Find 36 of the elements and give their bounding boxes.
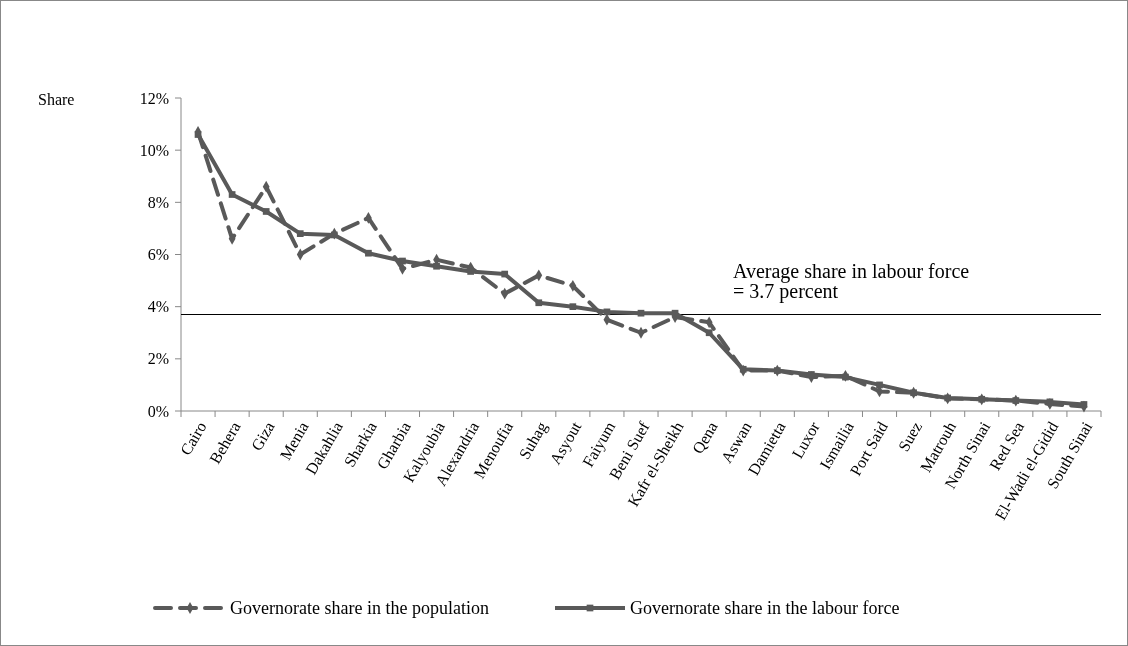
point bbox=[842, 373, 849, 381]
point bbox=[773, 367, 781, 374]
point bbox=[228, 191, 236, 198]
point bbox=[944, 394, 952, 402]
point bbox=[876, 381, 883, 389]
legend-label: Governorate share in the population bbox=[230, 598, 489, 619]
y-tick-label: 8% bbox=[147, 193, 169, 211]
x-tick-label: Giza bbox=[247, 418, 278, 454]
point bbox=[467, 268, 474, 275]
point bbox=[1012, 397, 1020, 404]
point bbox=[296, 230, 304, 237]
point bbox=[535, 299, 543, 307]
y-tick-label: 0% bbox=[147, 402, 169, 420]
ref-line-label: Average share in labour force = 3.7 percent bbox=[733, 260, 970, 304]
point bbox=[1080, 401, 1088, 408]
point bbox=[705, 329, 713, 337]
y-tick-label: 10% bbox=[139, 141, 169, 159]
point bbox=[365, 249, 372, 257]
point bbox=[671, 309, 679, 317]
legend-label: Governorate share in the labour force bbox=[630, 598, 900, 619]
point bbox=[910, 389, 917, 397]
point bbox=[262, 208, 270, 215]
y-tick-label: 2% bbox=[147, 350, 169, 368]
point bbox=[330, 231, 338, 239]
point bbox=[194, 131, 202, 138]
point bbox=[978, 395, 986, 403]
point bbox=[739, 365, 747, 373]
y-tick-label: 4% bbox=[147, 298, 169, 316]
point bbox=[569, 303, 577, 311]
point bbox=[637, 309, 645, 317]
point bbox=[501, 270, 509, 278]
y-tick-label: 6% bbox=[147, 246, 169, 264]
y-tick-label: 12% bbox=[139, 89, 169, 107]
point bbox=[399, 257, 406, 265]
point bbox=[433, 262, 440, 270]
y-axis-title: Share bbox=[38, 91, 75, 108]
